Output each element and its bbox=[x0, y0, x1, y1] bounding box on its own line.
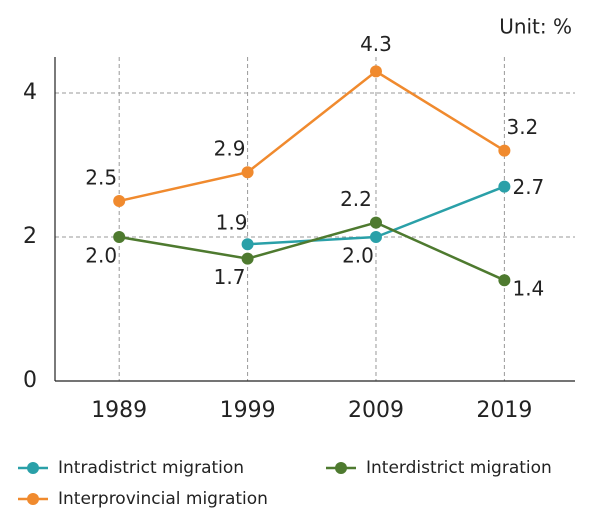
y-tick-label: 2 bbox=[23, 224, 37, 249]
data-label: 3.2 bbox=[506, 115, 538, 139]
point bbox=[241, 252, 254, 265]
data-label: 1.9 bbox=[216, 211, 248, 235]
series-line bbox=[118, 69, 506, 203]
point bbox=[241, 238, 254, 251]
point bbox=[113, 195, 126, 207]
point bbox=[369, 231, 382, 243]
data-label: 4.3 bbox=[360, 32, 392, 56]
point bbox=[369, 216, 382, 229]
point bbox=[113, 231, 126, 243]
data-label: 2.0 bbox=[85, 244, 117, 268]
data-label: 2.2 bbox=[340, 187, 372, 211]
data-label: 1.7 bbox=[214, 265, 246, 289]
legend-marker bbox=[27, 493, 39, 505]
legend-label: Interprovincial migration bbox=[58, 489, 268, 509]
data-label: 1.4 bbox=[512, 277, 544, 301]
x-tick-label: 1989 bbox=[91, 398, 147, 423]
x-tick-label: 2019 bbox=[476, 398, 532, 423]
y-tick-label: 4 bbox=[23, 80, 37, 105]
data-label: 2.5 bbox=[85, 166, 117, 190]
point bbox=[498, 274, 511, 287]
legend-label: Intradistrict migration bbox=[58, 458, 244, 478]
legend-marker bbox=[335, 462, 347, 474]
data-label: 2.7 bbox=[512, 175, 544, 199]
x-tick-label: 1999 bbox=[220, 398, 276, 423]
point bbox=[498, 144, 511, 157]
data-label: 2.0 bbox=[342, 244, 374, 268]
point bbox=[369, 65, 382, 78]
legend-marker bbox=[27, 462, 39, 474]
data-label: 2.9 bbox=[214, 137, 246, 161]
legend-label: Interdistrict migration bbox=[366, 458, 552, 478]
point bbox=[498, 180, 511, 193]
unit-label: Unit: % bbox=[499, 15, 572, 39]
y-tick-label: 0 bbox=[23, 368, 37, 393]
point bbox=[241, 166, 254, 179]
series-line bbox=[118, 221, 505, 282]
x-tick-label: 2009 bbox=[348, 398, 404, 423]
